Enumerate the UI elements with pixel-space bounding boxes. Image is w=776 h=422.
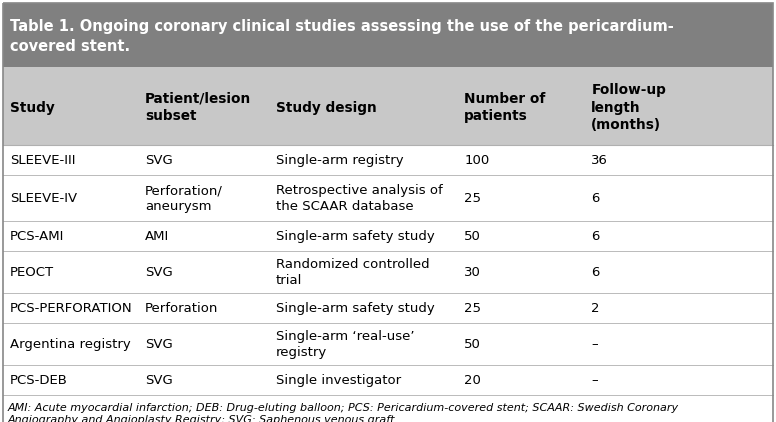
Text: SVG: SVG [145, 374, 172, 387]
Text: –: – [591, 338, 598, 352]
Text: SVG: SVG [145, 338, 172, 352]
Text: Retrospective analysis of
the SCAAR database: Retrospective analysis of the SCAAR data… [275, 184, 442, 214]
Text: 25: 25 [464, 192, 481, 206]
Text: AMI: Acute myocardial infarction; DEB: Drug-eluting balloon; PCS: Pericardium-co: AMI: Acute myocardial infarction; DEB: D… [8, 403, 679, 422]
Bar [3, 395, 773, 422]
Text: Table 1. Ongoing coronary clinical studies assessing the use of the pericardium-: Table 1. Ongoing coronary clinical studi… [10, 19, 674, 54]
Text: 6: 6 [591, 266, 600, 279]
Bar [3, 67, 773, 145]
Text: Perforation/
aneurysm: Perforation/ aneurysm [145, 184, 223, 214]
Bar [3, 365, 773, 395]
Text: Argentina registry: Argentina registry [10, 338, 130, 352]
Text: PCS-PERFORATION: PCS-PERFORATION [10, 302, 133, 315]
Text: PEOCT: PEOCT [10, 266, 54, 279]
Text: 6: 6 [591, 192, 600, 206]
Text: SLEEVE-IV: SLEEVE-IV [10, 192, 77, 206]
Text: 20: 20 [464, 374, 481, 387]
Bar [3, 323, 773, 365]
Text: 50: 50 [464, 338, 481, 352]
Text: 2: 2 [591, 302, 600, 315]
Text: –: – [591, 374, 598, 387]
Text: PCS-AMI: PCS-AMI [10, 230, 64, 243]
Text: Randomized controlled
trial: Randomized controlled trial [275, 258, 429, 287]
Text: Perforation: Perforation [145, 302, 218, 315]
Bar [3, 175, 773, 221]
Text: Single-arm safety study: Single-arm safety study [275, 230, 435, 243]
Text: 100: 100 [464, 154, 490, 167]
Text: AMI: AMI [145, 230, 169, 243]
Text: Single investigator: Single investigator [275, 374, 400, 387]
Text: Single-arm safety study: Single-arm safety study [275, 302, 435, 315]
Bar [3, 145, 773, 175]
Text: Number of
patients: Number of patients [464, 92, 546, 123]
Text: Single-arm ‘real-use’
registry: Single-arm ‘real-use’ registry [275, 330, 414, 360]
Text: 6: 6 [591, 230, 600, 243]
Bar [3, 251, 773, 293]
Text: SVG: SVG [145, 266, 172, 279]
Text: 25: 25 [464, 302, 481, 315]
Text: PCS-DEB: PCS-DEB [10, 374, 68, 387]
Bar [3, 221, 773, 251]
Text: Follow-up
length
(months): Follow-up length (months) [591, 83, 667, 132]
Bar [3, 3, 773, 67]
Text: SLEEVE-III: SLEEVE-III [10, 154, 75, 167]
Text: 36: 36 [591, 154, 608, 167]
Bar [3, 293, 773, 323]
Text: Study: Study [10, 100, 55, 114]
Text: Study design: Study design [275, 100, 376, 114]
Text: Patient/lesion
subset: Patient/lesion subset [145, 92, 251, 123]
Text: 30: 30 [464, 266, 481, 279]
Text: 50: 50 [464, 230, 481, 243]
Text: SVG: SVG [145, 154, 172, 167]
Text: Single-arm registry: Single-arm registry [275, 154, 404, 167]
